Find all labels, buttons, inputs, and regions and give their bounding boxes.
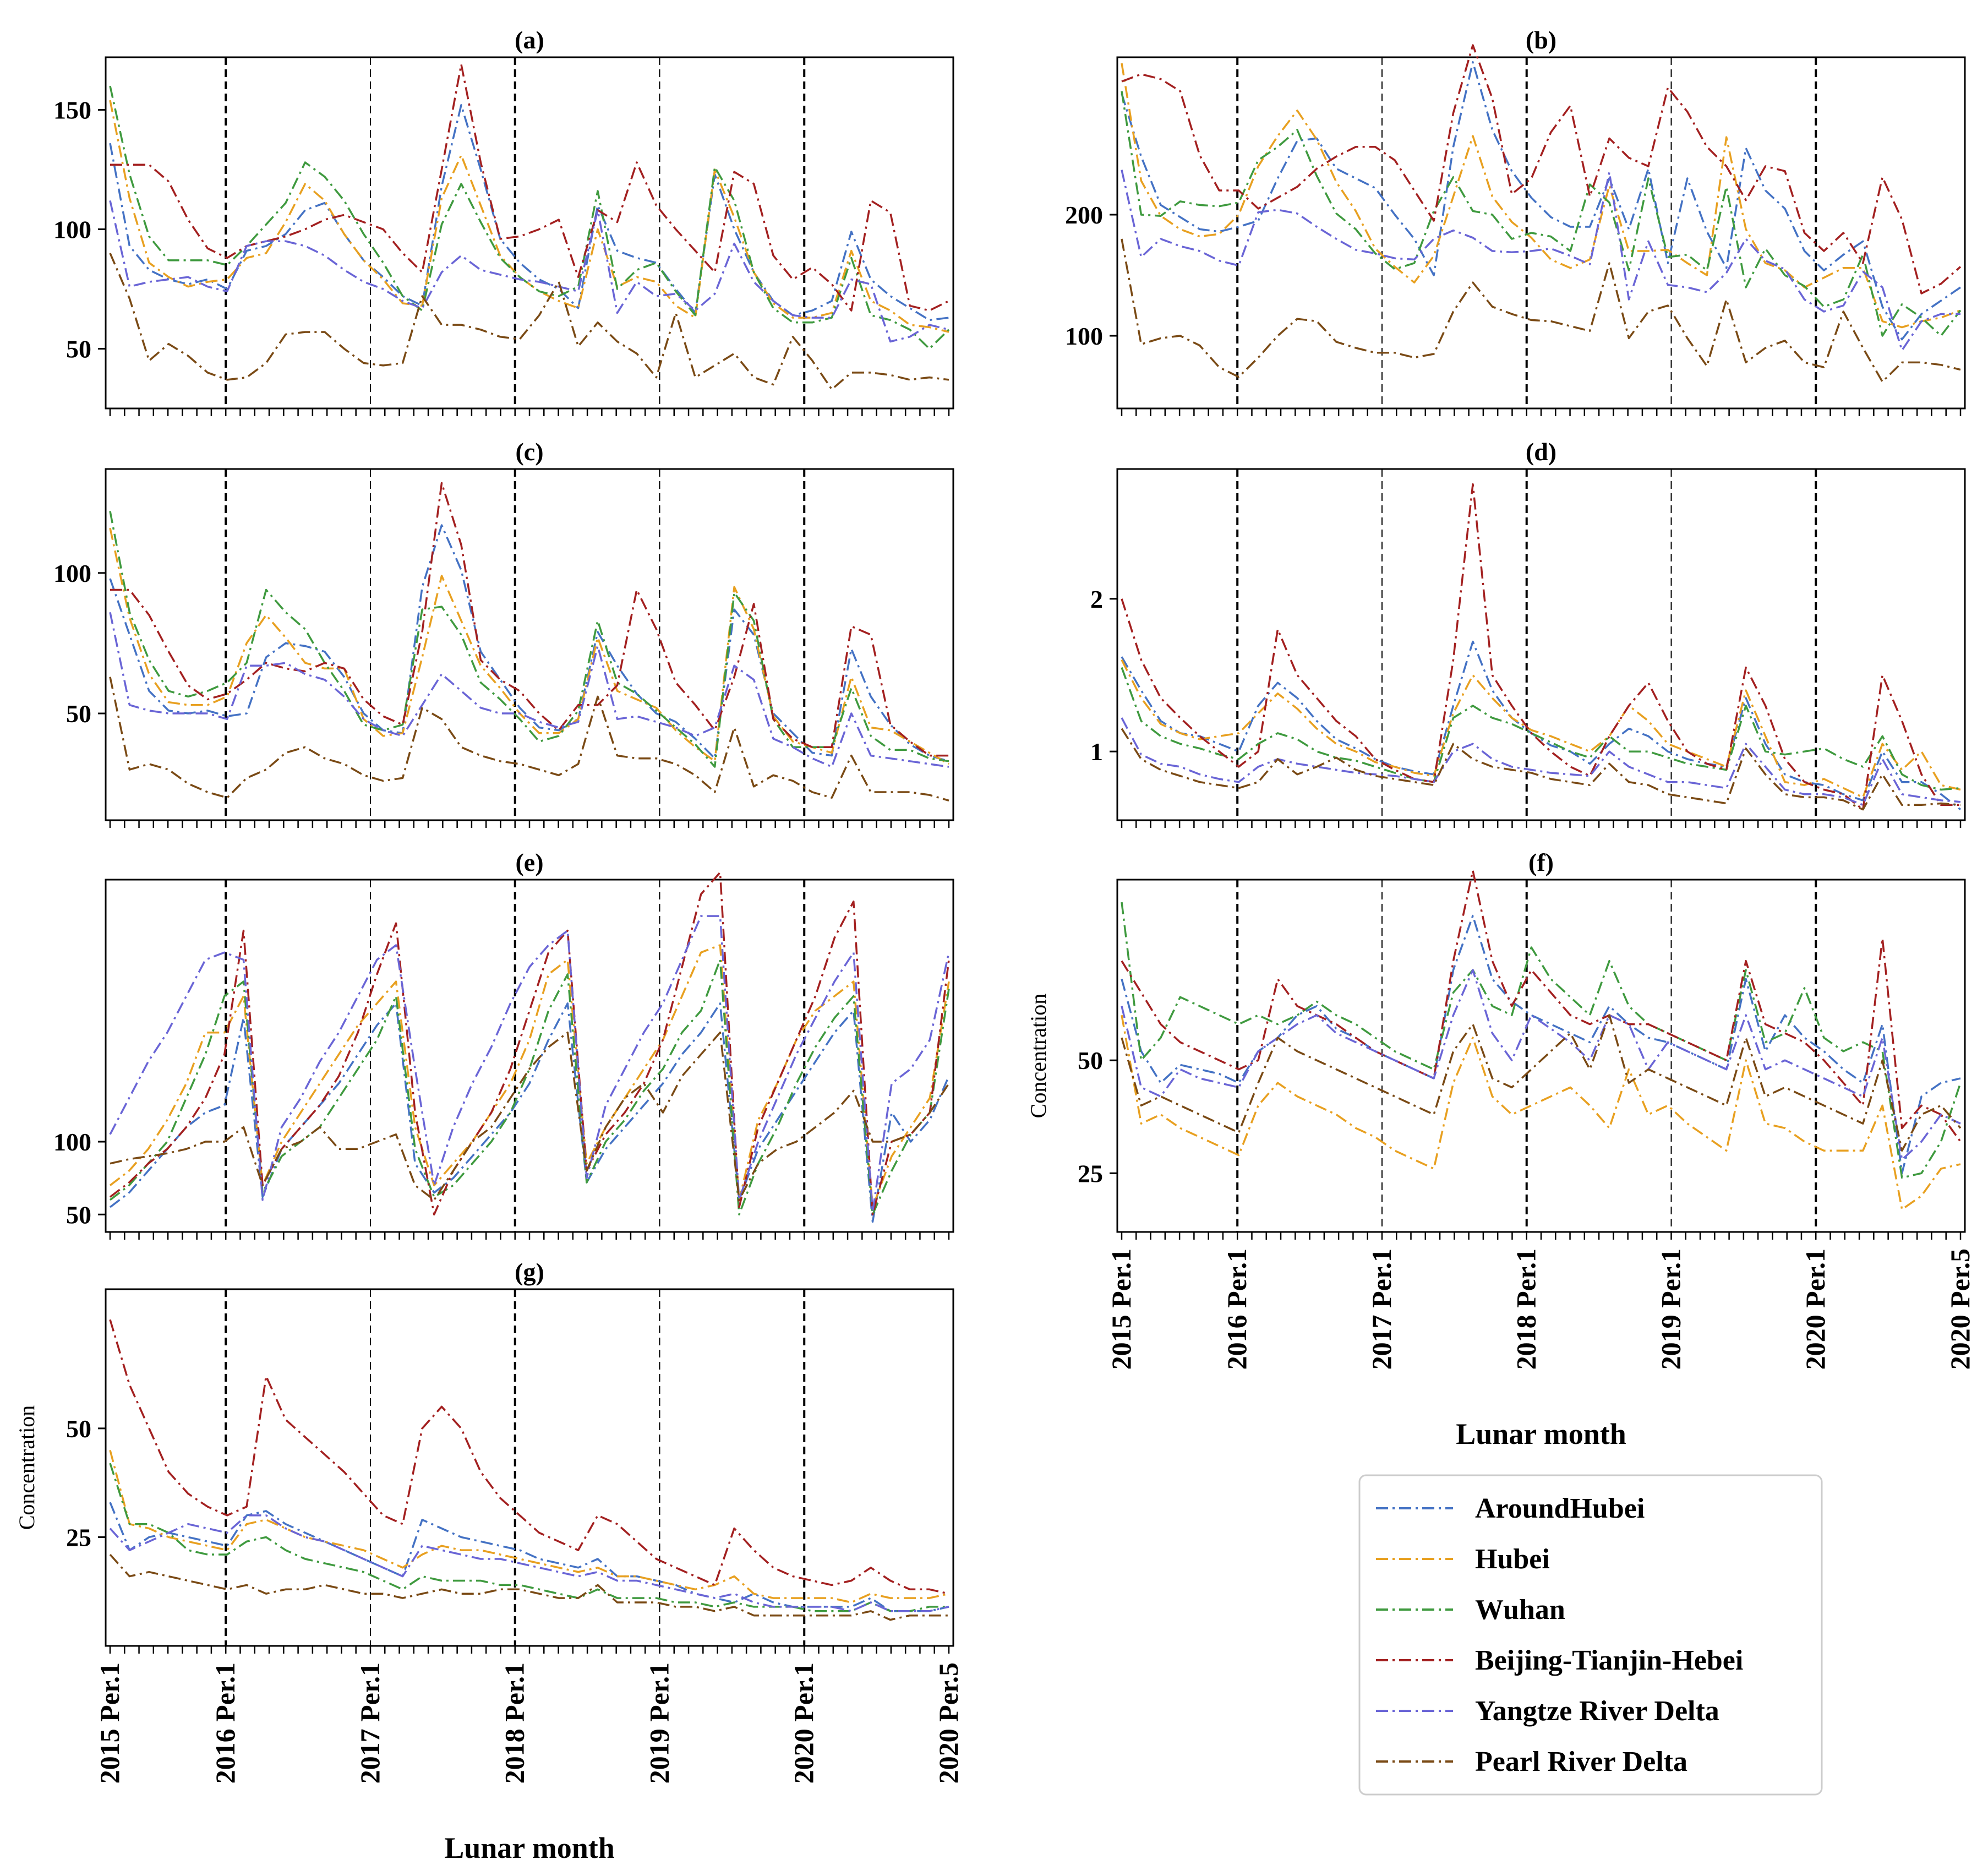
panel-f: (f) 25 50 Concentration 2015 Per.1 2016 Per.1… [1026,848,1975,1450]
panel-b: (b) 100 200 [1065,26,1966,416]
plot-frame [1116,468,1966,821]
series-line-beijing-tianjin-hebei [109,1319,949,1595]
series-line-aroundhubei [1121,914,1961,1175]
y-axis-label: Concentration [14,1405,39,1530]
y-tick-label: 100 [53,559,91,587]
legend-label: Beijing-Tianjin-Hebei [1475,1645,1743,1676]
legend-label: Hubei [1475,1544,1550,1575]
legend-label: Pearl River Delta [1475,1746,1687,1777]
legend-label: Wuhan [1475,1594,1565,1626]
panel-e: (e) 50 100 [53,848,954,1240]
series-line-pearl-river-delta [1121,1014,1962,1152]
series-line-aroundhubei [1121,61,1961,341]
legend-label: Yangtze River Delta [1475,1695,1719,1727]
x-tick-label: 2015 Per.1 [94,1662,125,1784]
series-line-aroundhubei [109,104,949,321]
series-line-aroundhubei [109,1002,950,1223]
x-axis-label: Lunar month [444,1831,615,1864]
series-line-yangtze-river-delta [109,612,949,768]
x-axis-label: Lunar month [1456,1417,1626,1450]
series-line-yangtze-river-delta [1121,969,1961,1161]
x-tick-label: 2020 Per.1 [1800,1248,1831,1370]
panel-d: (d) 1 2 [1090,438,1966,828]
plot-frame [1116,879,1966,1233]
y-tick-label: 100 [53,215,91,243]
x-tick-label: 2020 Per.1 [788,1662,819,1784]
series-line-pearl-river-delta [1121,728,1961,811]
x-tick-label: 2018 Per.1 [499,1662,530,1784]
panel-c: (c) 50 100 [53,438,954,828]
series-line-hubei [1121,63,1961,329]
x-tick-label: 2020 Per.5 [933,1662,964,1784]
panel-g: (g) 25 50 Concentration 2015 Per.1 2016 Per.1… [14,1258,964,1864]
series-line-pearl-river-delta [1121,238,1961,383]
series-line-beijing-tianjin-hebei [110,482,949,757]
x-tick-label: 2019 Per.1 [1655,1248,1686,1370]
y-axis-label: Concentration [1026,994,1051,1119]
y-tick-label: 50 [66,1415,91,1443]
series-line-pearl-river-delta [109,677,949,801]
series-line-wuhan [109,85,950,350]
panel-title: (c) [515,438,543,466]
series-line-wuhan [1121,902,1962,1179]
panel-title: (e) [515,848,543,876]
panel-title: (d) [1526,438,1556,466]
x-tick-label: 2016 Per.1 [1221,1248,1252,1370]
legend-box [1358,1474,1823,1796]
x-tick-label: 2016 Per.1 [210,1662,241,1784]
series-line-hubei [1121,1015,1961,1210]
legend-label: AroundHubei [1475,1493,1645,1524]
panel-title: (g) [515,1258,544,1286]
plot-frame [1116,56,1966,410]
series-line-yangtze-river-delta [109,1514,949,1612]
series-line-wuhan [109,1463,949,1612]
series-line-beijing-tianjin-hebei [109,871,950,1216]
series-line-wuhan [1121,91,1962,337]
panel-title: (b) [1526,26,1556,54]
y-tick-label: 50 [1078,1046,1103,1075]
series-line-aroundhubei [1121,640,1962,810]
x-tick-label: 2019 Per.1 [643,1662,674,1784]
y-tick-label: 100 [1065,322,1103,350]
plot-frame [105,1288,954,1647]
series-line-yangtze-river-delta [1121,170,1960,352]
y-tick-label: 50 [66,700,91,728]
series-line-beijing-tianjin-hebei [1121,483,1960,811]
y-tick-label: 100 [53,1128,91,1156]
series-line-yangtze-river-delta [109,915,950,1213]
series-line-yangtze-river-delta [109,200,949,343]
panel-a: (a) 50 100 150 [53,26,954,416]
series-line-hubei [1121,659,1961,799]
series-line-wuhan [1121,667,1961,791]
series-line-hubei [109,1449,949,1604]
x-tick-label: 2018 Per.1 [1511,1248,1542,1370]
y-tick-label: 25 [1078,1159,1103,1187]
y-tick-label: 200 [1065,201,1103,229]
series-line-pearl-river-delta [109,253,949,391]
panel-title: (f) [1528,848,1554,876]
series-line-beijing-tianjin-hebei [1121,44,1962,295]
legend: AroundHubei Hubei Wuhan Beijing-Tianjin-Heb… [1358,1474,1823,1796]
series-line-yangtze-river-delta [1121,717,1961,806]
y-tick-label: 50 [66,335,91,363]
y-tick-label: 1 [1090,738,1103,766]
series-line-pearl-river-delta [110,1031,950,1201]
y-tick-label: 50 [66,1201,91,1229]
panel-title: (a) [515,26,544,54]
plot-frame [105,879,954,1233]
y-tick-label: 150 [53,96,91,124]
x-tick-label: 2015 Per.1 [1106,1248,1137,1370]
y-tick-label: 2 [1090,585,1103,613]
x-tick-label: 2017 Per.1 [1366,1248,1397,1370]
y-tick-label: 25 [66,1523,91,1551]
x-tick-label: 2020 Per.5 [1945,1248,1975,1370]
x-tick-label: 2017 Per.1 [354,1662,385,1784]
series-line-hubei [109,100,949,333]
